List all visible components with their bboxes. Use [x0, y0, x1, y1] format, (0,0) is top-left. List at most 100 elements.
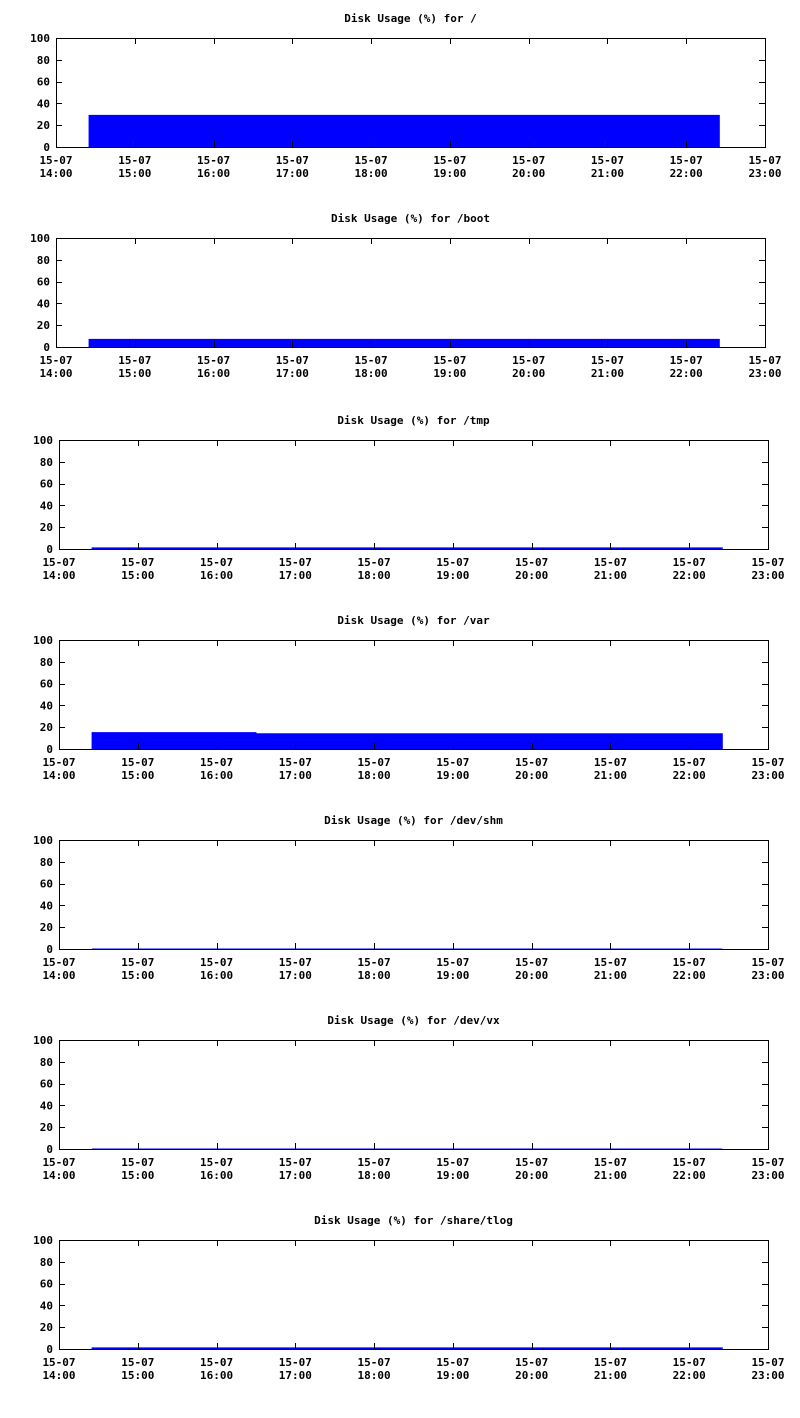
x-tick-time-label: 16:00	[200, 569, 233, 582]
x-tick-date-label: 15-07	[748, 154, 781, 167]
x-tick-time-label: 14:00	[42, 769, 75, 782]
y-tick-label: 80	[40, 456, 53, 469]
x-tick-date-label: 15-07	[591, 154, 624, 167]
x-tick-time-label: 20:00	[515, 1369, 548, 1382]
x-tick-date-label: 15-07	[751, 756, 784, 769]
y-tick-label: 100	[33, 1234, 53, 1247]
x-tick-date-label: 15-07	[515, 1156, 548, 1169]
x-tick-time-label: 19:00	[436, 1369, 469, 1382]
x-tick-date-label: 15-07	[358, 756, 391, 769]
x-tick-time-label: 19:00	[433, 367, 466, 380]
x-tick-date-label: 15-07	[42, 956, 75, 969]
x-tick-time-label: 17:00	[279, 1169, 312, 1182]
x-tick-date-label: 15-07	[118, 154, 151, 167]
x-tick-date-label: 15-07	[748, 354, 781, 367]
y-tick-label: 60	[40, 1078, 53, 1091]
x-tick-time-label: 18:00	[358, 769, 391, 782]
x-tick-time-label: 15:00	[121, 1169, 154, 1182]
plot-frame	[59, 1240, 769, 1350]
y-tick-label: 80	[40, 1056, 53, 1069]
usage-area	[88, 338, 720, 348]
x-tick-time-label: 18:00	[358, 969, 391, 982]
y-tick-label: 0	[46, 743, 53, 756]
plot-frame	[59, 840, 769, 950]
y-tick-label: 40	[40, 499, 53, 512]
x-tick-date-label: 15-07	[594, 1156, 627, 1169]
x-tick-time-label: 15:00	[118, 167, 151, 180]
y-tick-label: 100	[33, 434, 53, 447]
x-tick-date-label: 15-07	[121, 756, 154, 769]
x-tick-date-label: 15-07	[279, 756, 312, 769]
x-tick-time-label: 16:00	[197, 167, 230, 180]
x-tick-time-label: 23:00	[751, 969, 784, 982]
x-tick-date-label: 15-07	[39, 354, 72, 367]
x-tick-date-label: 15-07	[515, 556, 548, 569]
x-tick-time-label: 21:00	[594, 969, 627, 982]
x-tick-time-label: 20:00	[515, 769, 548, 782]
x-tick-time-label: 16:00	[200, 1369, 233, 1382]
x-tick-date-label: 15-07	[358, 1356, 391, 1369]
x-tick-date-label: 15-07	[594, 556, 627, 569]
x-tick-date-label: 15-07	[436, 556, 469, 569]
y-tick-label: 40	[37, 97, 50, 110]
plot-frame	[59, 640, 769, 750]
x-tick-time-label: 23:00	[751, 569, 784, 582]
x-tick-time-label: 22:00	[670, 367, 703, 380]
y-tick-label: 40	[40, 899, 53, 912]
y-tick-label: 20	[40, 721, 53, 734]
plot-frame	[56, 238, 766, 348]
x-tick-date-label: 15-07	[200, 1156, 233, 1169]
y-tick-label: 40	[40, 699, 53, 712]
x-tick-time-label: 22:00	[673, 1369, 706, 1382]
x-tick-time-label: 18:00	[355, 367, 388, 380]
y-tick-label: 0	[46, 543, 53, 556]
x-tick-time-label: 19:00	[433, 167, 466, 180]
x-tick-time-label: 19:00	[436, 969, 469, 982]
y-tick-label: 20	[40, 521, 53, 534]
x-tick-date-label: 15-07	[673, 956, 706, 969]
x-tick-time-label: 22:00	[670, 167, 703, 180]
x-tick-date-label: 15-07	[433, 154, 466, 167]
x-tick-date-label: 15-07	[594, 1356, 627, 1369]
x-tick-time-label: 20:00	[512, 167, 545, 180]
x-tick-date-label: 15-07	[42, 1356, 75, 1369]
y-tick-label: 80	[40, 1256, 53, 1269]
x-tick-date-label: 15-07	[42, 1156, 75, 1169]
chart-title: Disk Usage (%) for /dev/shm	[324, 814, 503, 827]
x-tick-time-label: 17:00	[276, 367, 309, 380]
x-tick-time-label: 19:00	[436, 1169, 469, 1182]
x-tick-time-label: 21:00	[594, 569, 627, 582]
x-tick-date-label: 15-07	[436, 956, 469, 969]
x-tick-date-label: 15-07	[276, 154, 309, 167]
x-tick-time-label: 18:00	[358, 1169, 391, 1182]
x-tick-date-label: 15-07	[673, 1356, 706, 1369]
x-tick-time-label: 22:00	[673, 569, 706, 582]
usage-area	[91, 547, 723, 550]
y-tick-label: 0	[46, 943, 53, 956]
x-tick-date-label: 15-07	[355, 154, 388, 167]
x-tick-time-label: 17:00	[276, 167, 309, 180]
x-tick-date-label: 15-07	[358, 556, 391, 569]
x-tick-time-label: 16:00	[197, 367, 230, 380]
x-tick-date-label: 15-07	[751, 956, 784, 969]
x-tick-time-label: 18:00	[358, 1369, 391, 1382]
x-tick-time-label: 21:00	[594, 1169, 627, 1182]
x-tick-date-label: 15-07	[200, 756, 233, 769]
x-tick-date-label: 15-07	[121, 1156, 154, 1169]
y-tick-label: 100	[33, 634, 53, 647]
x-tick-date-label: 15-07	[436, 1156, 469, 1169]
x-tick-time-label: 14:00	[39, 367, 72, 380]
plot-frame	[56, 38, 766, 148]
x-tick-date-label: 15-07	[121, 556, 154, 569]
x-tick-date-label: 15-07	[200, 956, 233, 969]
x-tick-time-label: 22:00	[673, 1169, 706, 1182]
x-tick-date-label: 15-07	[673, 756, 706, 769]
x-tick-time-label: 16:00	[200, 1169, 233, 1182]
y-tick-label: 20	[37, 119, 50, 132]
y-tick-label: 80	[37, 54, 50, 67]
y-tick-label: 20	[40, 921, 53, 934]
usage-area	[88, 114, 720, 148]
x-tick-date-label: 15-07	[512, 354, 545, 367]
y-tick-label: 20	[40, 1121, 53, 1134]
x-tick-time-label: 14:00	[42, 969, 75, 982]
